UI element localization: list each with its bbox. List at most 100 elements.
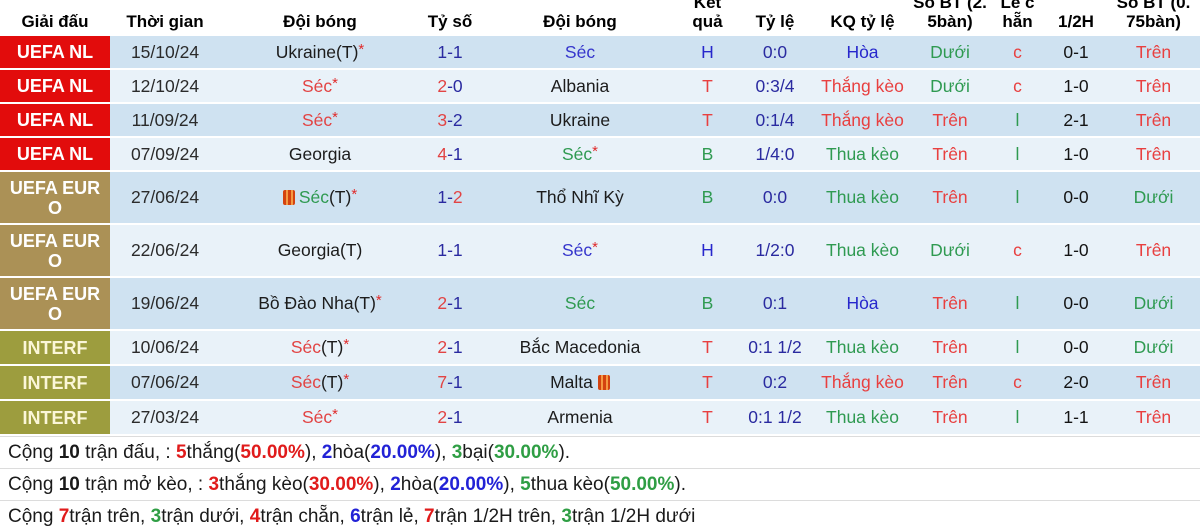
home-team-name: Séc xyxy=(290,372,321,393)
away-team-cell: Séc* xyxy=(480,224,680,278)
odd-even-value: l xyxy=(1015,293,1020,314)
odds-result: Hòa xyxy=(846,41,879,62)
odd-even-value: c xyxy=(1013,240,1022,261)
home-team-name: Séc xyxy=(302,75,333,96)
date-cell: 19/06/24 xyxy=(110,277,220,331)
halftime-score-cell: 0-0 xyxy=(1045,171,1107,225)
goals-075-value: Trên xyxy=(1135,75,1172,96)
summary-segment: 3 xyxy=(561,506,572,527)
home-team-suffix: (T) xyxy=(320,372,344,393)
odd-even-cell: c xyxy=(990,69,1045,104)
odd-even-value: l xyxy=(1015,143,1020,164)
away-team-name: Thổ Nhĩ Kỳ xyxy=(536,187,624,208)
home-team-suffix: (T) xyxy=(339,240,363,261)
summary-segment: 5 xyxy=(175,442,187,463)
red-card-icon xyxy=(597,375,610,391)
handicap-odds-cell: 0:1 xyxy=(735,277,815,331)
column-header-line1: Lẻ c xyxy=(1000,0,1035,12)
away-team-name: Séc xyxy=(564,293,596,314)
odd-even-value: c xyxy=(1013,372,1022,393)
odds-result: Thua kèo xyxy=(826,337,899,358)
away-team-cell: Bắc Macedonia xyxy=(480,330,680,366)
column-header-line1: Tỷ số xyxy=(427,12,473,31)
goals-075-value: Dưới xyxy=(1133,187,1174,208)
column-header: Tỷ lệ xyxy=(735,0,815,36)
home-team-star-icon: * xyxy=(332,108,338,126)
odds-result-cell: Thua kèo xyxy=(815,330,910,366)
home-score: 7 xyxy=(437,372,448,393)
home-score: 1 xyxy=(437,41,448,62)
home-team-star-icon: * xyxy=(375,292,382,310)
away-team-name: Albania xyxy=(550,75,610,96)
column-header-line2: 5bàn) xyxy=(927,12,973,31)
date-cell: 07/09/24 xyxy=(110,137,220,172)
home-score: 2 xyxy=(437,293,448,314)
goals-25-value: Trên xyxy=(932,407,968,428)
summary-line-results: Cộng 10 trận đấu, : 5thắng(50.00%), 2hòa… xyxy=(0,436,1200,468)
league-cell: UEFA EURO xyxy=(0,224,110,278)
halftime-score-cell: 1-0 xyxy=(1045,137,1107,172)
home-team-star-icon: * xyxy=(351,186,358,204)
goals-25-cell: Trên xyxy=(910,400,990,436)
home-team-name: Bồ Đào Nha xyxy=(258,293,354,314)
summary-segment: Cộng xyxy=(8,506,59,527)
summary-segment: thua kèo( xyxy=(530,474,610,495)
result-cell: T xyxy=(680,330,735,366)
odds-result: Thắng kèo xyxy=(821,109,904,130)
column-header: Thời gian xyxy=(110,0,220,36)
date-cell: 07/06/24 xyxy=(110,365,220,401)
odd-even-cell: l xyxy=(990,277,1045,331)
home-team-suffix: (T) xyxy=(336,41,359,62)
column-header-line2: quả xyxy=(692,12,723,31)
score-cell: 7-1 xyxy=(420,365,480,401)
home-team-cell: Séc(T)* xyxy=(220,365,420,401)
goals-25-cell: Trên xyxy=(910,277,990,331)
summary-segment: Cộng xyxy=(8,442,59,463)
goals-075-value: Trên xyxy=(1135,41,1172,62)
column-header: Kết quả xyxy=(680,0,735,36)
column-header: Giải đấu xyxy=(0,0,110,36)
away-score: 1 xyxy=(452,41,463,62)
score-separator: - xyxy=(447,240,453,261)
away-team-name: Séc xyxy=(562,143,593,164)
odd-even-cell: l xyxy=(990,171,1045,225)
home-score: 2 xyxy=(437,407,448,428)
summary-segment: trận chẵn, xyxy=(260,506,351,527)
home-team-name: Séc xyxy=(298,187,329,208)
odds-result: Thua kèo xyxy=(826,407,899,428)
goals-075-value: Dưới xyxy=(1133,337,1174,358)
home-team-cell: Ukraine(T)* xyxy=(220,35,420,70)
away-team-name: Malta xyxy=(550,372,593,393)
away-score: 1 xyxy=(452,407,463,428)
away-team-cell: Ukraine xyxy=(480,103,680,138)
summary-segment: ), xyxy=(503,474,521,495)
table-body: UEFA NL 15/10/24 Ukraine(T)* 1-1 Séc H 0… xyxy=(0,35,1200,436)
summary-segment: 30.00% xyxy=(308,474,374,495)
odds-result-cell: Thua kèo xyxy=(815,171,910,225)
summary-segment: 10 xyxy=(58,474,80,495)
goals-25-cell: Trên xyxy=(910,330,990,366)
summary-segment: thắng kèo( xyxy=(219,474,309,495)
column-header: Số BT (0. 75bàn) xyxy=(1107,0,1200,36)
home-team-name: Georgia xyxy=(277,240,340,261)
score-separator: - xyxy=(447,337,453,358)
goals-25-value: Trên xyxy=(932,372,968,393)
away-score: 1 xyxy=(452,240,463,261)
column-header: 1/2H xyxy=(1045,0,1107,36)
goals-25-cell: Trên xyxy=(910,103,990,138)
column-header-line1: KQ tỷ lệ xyxy=(830,12,895,31)
handicap-odds-cell: 1/4:0 xyxy=(735,137,815,172)
goals-075-cell: Trên xyxy=(1107,137,1200,172)
result-letter: T xyxy=(702,372,713,393)
odds-result-cell: Hòa xyxy=(815,277,910,331)
odds-result-cell: Thắng kèo xyxy=(815,103,910,138)
odd-even-cell: l xyxy=(990,400,1045,436)
goals-25-cell: Trên xyxy=(910,171,990,225)
match-row: UEFA NL 07/09/24 Georgia 4-1 Séc* B 1/4:… xyxy=(0,137,1200,172)
away-team-cell: Albania xyxy=(480,69,680,104)
summary-segment: bại( xyxy=(462,442,494,463)
summary-segment: 5 xyxy=(520,474,531,495)
date-cell: 22/06/24 xyxy=(110,224,220,278)
halftime-score-cell: 0-1 xyxy=(1045,35,1107,70)
